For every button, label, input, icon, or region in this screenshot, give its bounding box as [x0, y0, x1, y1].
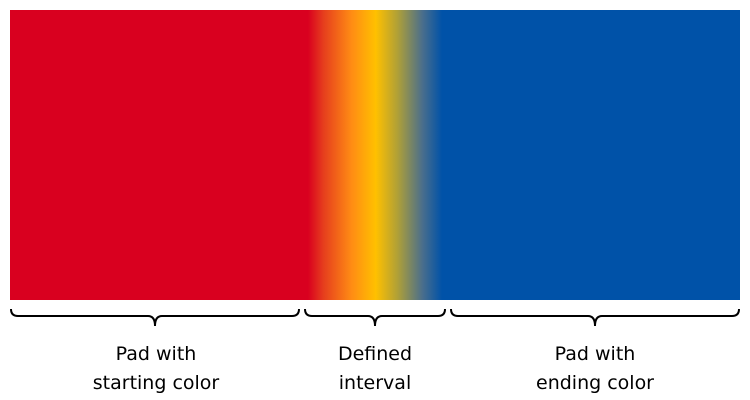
- bracket-ending-pad: [450, 308, 740, 327]
- label-start-line2: starting color: [92, 372, 220, 394]
- bracket-group: [10, 308, 740, 327]
- label-interval-line2: interval: [338, 372, 412, 394]
- gradient-fill: [10, 10, 740, 300]
- label-pad-starting-color: Pad with starting color: [56, 340, 256, 398]
- bracket-starting-pad: [10, 308, 300, 327]
- label-end-line1: Pad with: [554, 343, 636, 365]
- label-pad-ending-color: Pad with ending color: [495, 340, 695, 398]
- gradient-bar: [10, 10, 740, 300]
- label-start-line1: Pad with: [115, 343, 197, 365]
- label-end-line2: ending color: [536, 372, 654, 394]
- label-defined-interval: Defined interval: [300, 340, 450, 398]
- label-interval-line1: Defined: [337, 343, 413, 365]
- bracket-defined-interval: [304, 308, 446, 327]
